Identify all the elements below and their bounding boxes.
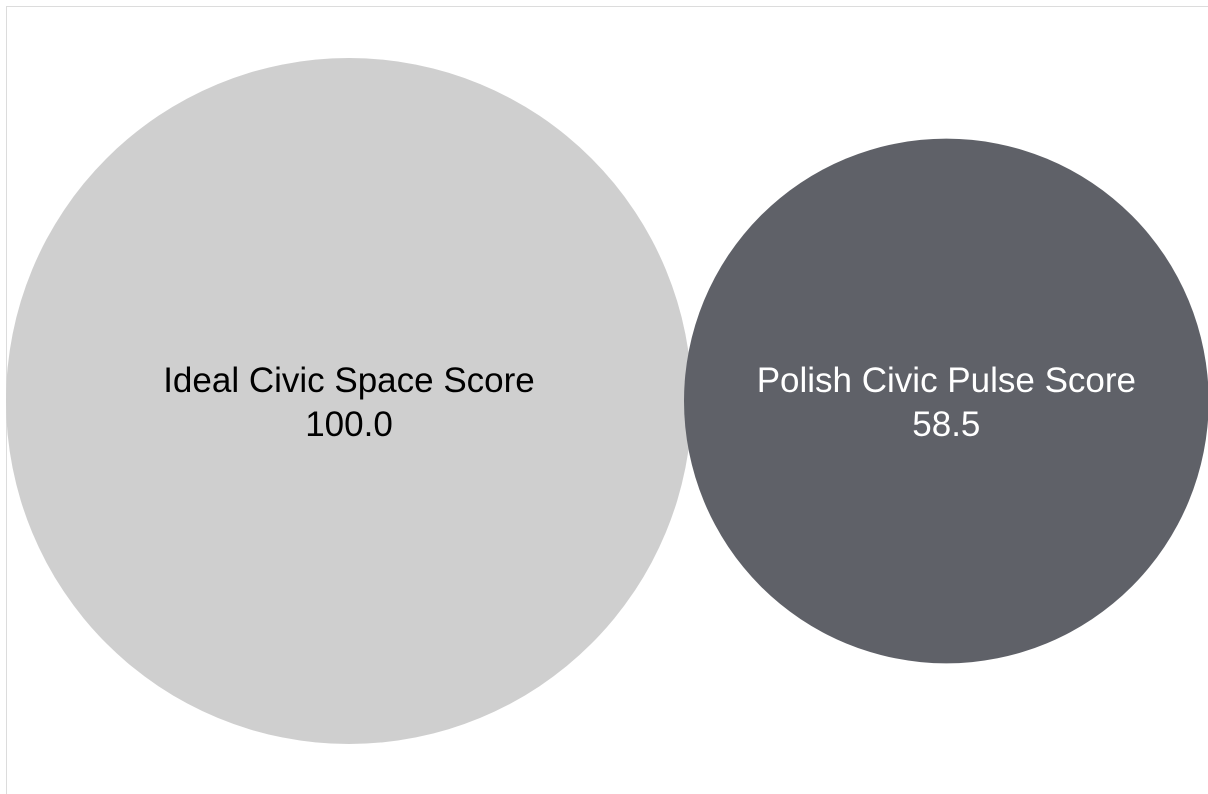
bubble-0 [6,58,692,744]
bubbles-group: Ideal Civic Space Score 100.0 Polish Civic… [6,58,1208,744]
bubble-1 [684,138,1208,664]
bubble-value-0: 100.0 [305,405,393,444]
bubble-label-0: Ideal Civic Space Score [163,361,535,400]
bubble-value-1: 58.5 [912,405,980,444]
bubble-label-1: Polish Civic Pulse Score [757,361,1136,400]
